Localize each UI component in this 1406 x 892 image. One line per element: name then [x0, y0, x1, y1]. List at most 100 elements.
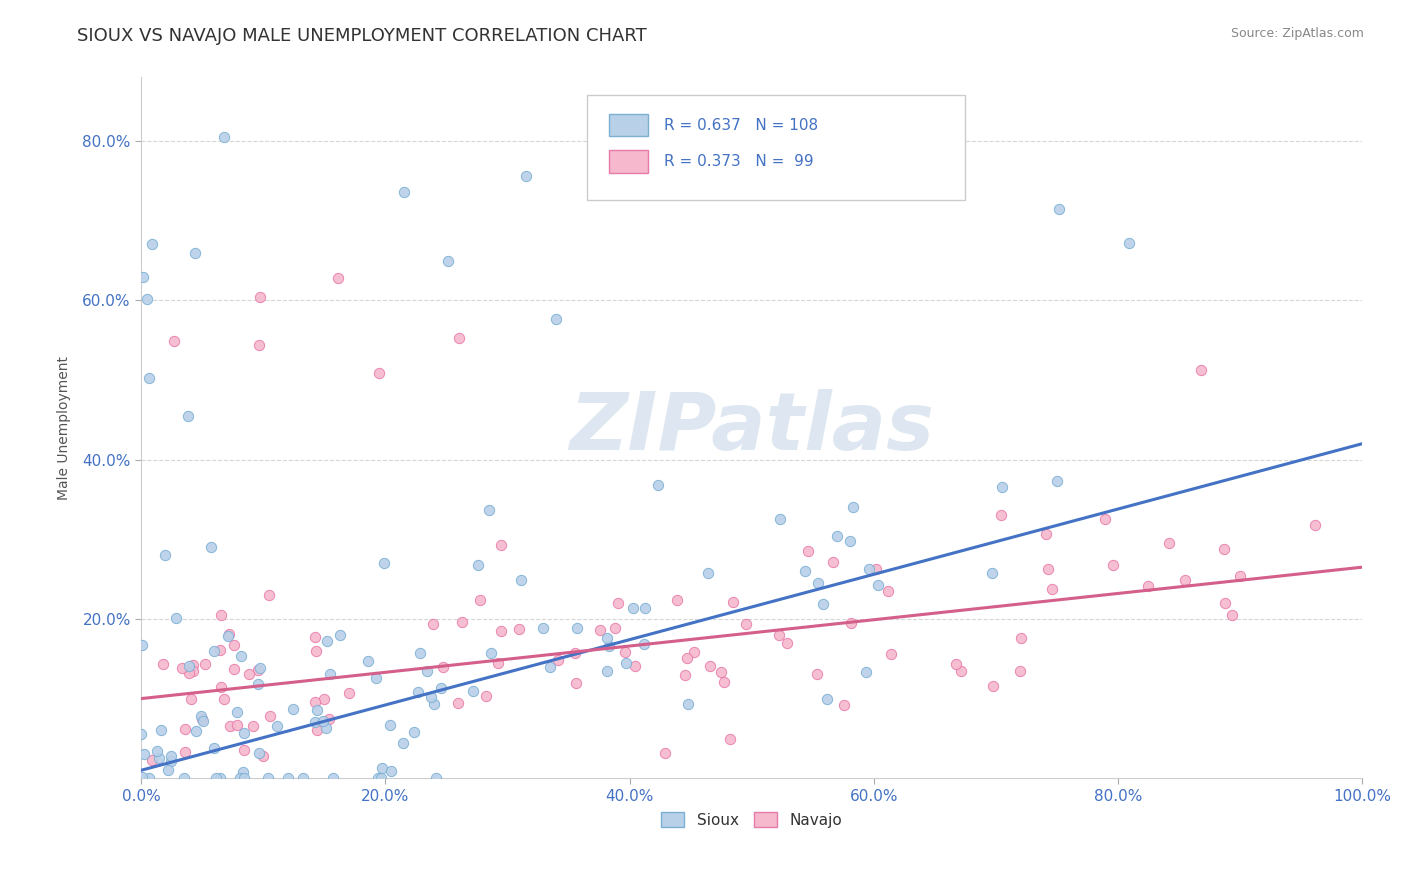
Point [148, 751, 170, 765]
Point [304, 630, 326, 644]
Point [173, 771, 195, 785]
Point [475, 689, 498, 703]
Point [990, 480, 1012, 494]
Point [163, 334, 186, 348]
Point [423, 698, 446, 712]
Point [699, 659, 721, 673]
Point [776, 635, 799, 649]
Point [806, 666, 828, 681]
Point [718, 731, 741, 746]
Point [322, 771, 344, 785]
Point [191, 714, 214, 729]
Text: SIOUX VS NAVAJO MALE UNEMPLOYMENT CORRELATION CHART: SIOUX VS NAVAJO MALE UNEMPLOYMENT CORREL… [77, 27, 647, 45]
Point [291, 771, 314, 785]
Point [613, 645, 636, 659]
Point [1220, 607, 1243, 622]
Point [1189, 362, 1212, 376]
Point [486, 656, 509, 670]
Point [1174, 573, 1197, 587]
Point [311, 714, 333, 728]
Point [209, 607, 232, 622]
Point [179, 659, 201, 673]
Point [246, 663, 269, 677]
Point [540, 660, 562, 674]
Point [832, 698, 855, 713]
Point [232, 771, 254, 785]
Point [214, 130, 236, 145]
Point [319, 666, 342, 681]
Point [232, 765, 254, 780]
Point [478, 503, 501, 517]
Point [865, 562, 887, 576]
Point [1036, 562, 1059, 576]
Point [131, 770, 153, 784]
Point [357, 654, 380, 668]
Point [391, 736, 413, 750]
Point [1094, 512, 1116, 526]
Point [238, 666, 260, 681]
Point [132, 269, 155, 284]
Point [449, 331, 471, 345]
Point [796, 544, 818, 558]
Text: ZIPatlas: ZIPatlas [569, 389, 934, 467]
Text: R = 0.373   N =  99: R = 0.373 N = 99 [664, 154, 813, 169]
Point [647, 478, 669, 492]
Point [621, 601, 644, 615]
Point [877, 583, 900, 598]
Point [174, 745, 197, 759]
Point [242, 719, 264, 733]
Point [841, 616, 863, 631]
Point [247, 338, 270, 352]
Point [208, 771, 231, 785]
Point [425, 771, 447, 785]
Point [194, 657, 217, 672]
Point [305, 723, 328, 738]
Point [153, 549, 176, 563]
Y-axis label: Male Unemployment: Male Unemployment [58, 356, 72, 500]
Point [825, 529, 848, 543]
Point [419, 690, 441, 704]
Point [633, 637, 655, 651]
Point [378, 717, 401, 731]
Point [406, 685, 429, 699]
Point [1159, 535, 1181, 549]
Point [710, 665, 733, 679]
Point [531, 621, 554, 635]
Point [329, 627, 352, 641]
Point [373, 556, 395, 570]
Point [266, 719, 288, 733]
Point [219, 719, 242, 733]
Point [156, 763, 179, 777]
Point [990, 508, 1012, 522]
Point [1010, 631, 1032, 645]
Point [768, 628, 790, 642]
Point [408, 646, 430, 660]
Point [328, 271, 350, 285]
Point [318, 712, 340, 726]
Point [470, 593, 492, 607]
Point [304, 695, 326, 709]
Point [160, 754, 183, 768]
Point [491, 624, 513, 638]
Point [202, 644, 225, 658]
Point [217, 630, 239, 644]
Point [807, 576, 830, 591]
Point [515, 169, 537, 184]
Point [1229, 569, 1251, 583]
Point [1102, 558, 1125, 572]
Point [544, 312, 567, 326]
Point [1303, 517, 1326, 532]
Point [855, 665, 877, 679]
Text: R = 0.637   N = 108: R = 0.637 N = 108 [664, 118, 818, 133]
Point [315, 721, 337, 735]
Point [165, 610, 187, 624]
Point [673, 667, 696, 681]
Point [1008, 664, 1031, 678]
Point [131, 638, 153, 652]
Point [209, 680, 232, 694]
Point [247, 746, 270, 760]
Point [283, 702, 305, 716]
Point [202, 741, 225, 756]
Point [257, 771, 280, 785]
Point [173, 722, 195, 736]
